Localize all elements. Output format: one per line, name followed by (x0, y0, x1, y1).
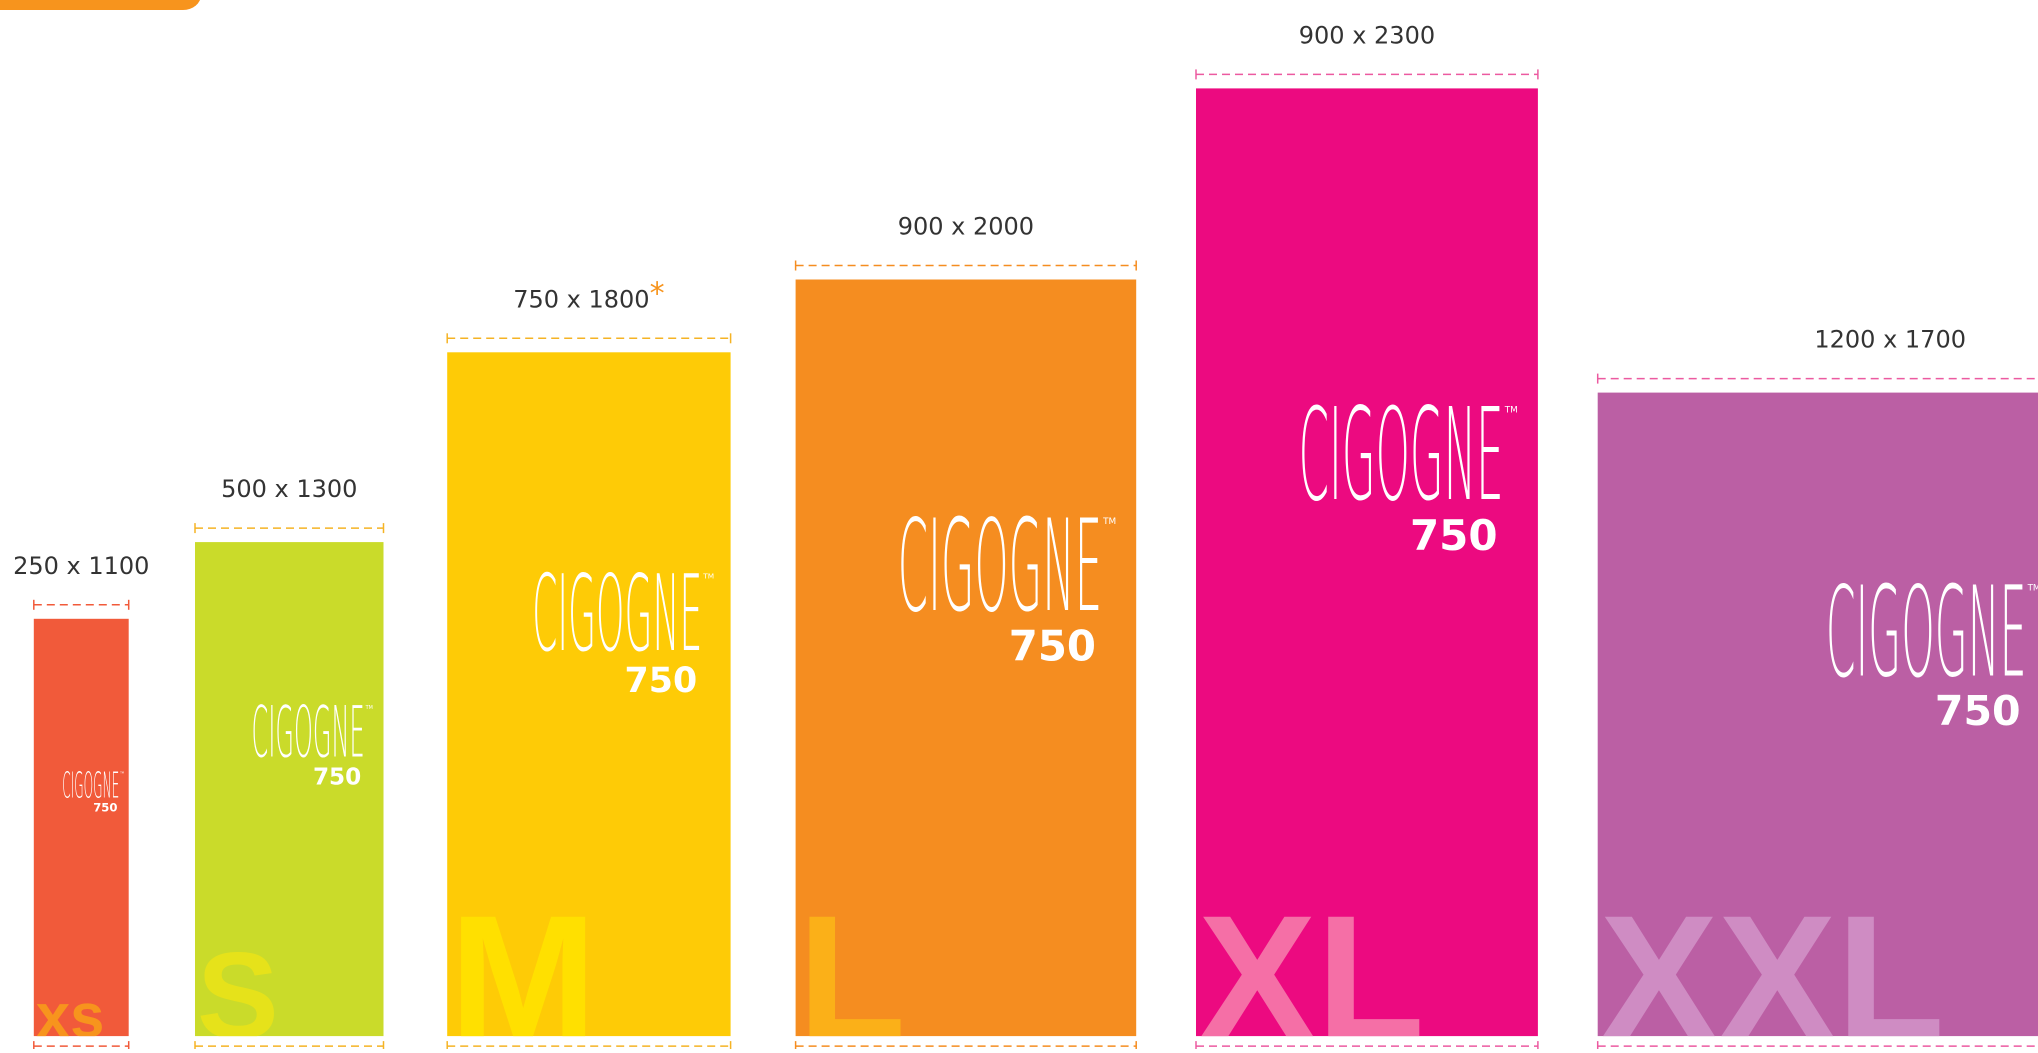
logo-model: 750 (625, 661, 698, 701)
logo-model: 750 (93, 801, 117, 815)
logo-model: 750 (1410, 511, 1498, 560)
logo-brand: CIGOGNE (252, 692, 365, 774)
dimension-label: 750 x 1800* (513, 276, 664, 313)
dimension-text: 1200 x 1700 (1814, 326, 1966, 354)
size-letter: L (798, 878, 906, 1049)
logo-model: 750 (313, 765, 361, 791)
dimension-text: 900 x 2300 (1299, 21, 1435, 49)
banner-group: 900 x 2000 L CIGOGNE TM 750 (794, 213, 1137, 1052)
dimension-text: 900 x 2000 (898, 213, 1034, 241)
logo-brand: CIGOGNE (62, 766, 119, 807)
banner (33, 618, 129, 1037)
size-letter: xs (36, 982, 105, 1049)
dimension-label: 900 x 2000 (898, 213, 1034, 241)
banner-group: 500 x 1300 S CIGOGNE TM 750 (194, 475, 385, 1052)
size-letter: XXL (1600, 878, 1945, 1049)
banner-group: 250 x 1100 xs CIGOGNE TM 750 (13, 552, 149, 1052)
corner-tab (0, 0, 200, 10)
logo-brand: CIGOGNE (1299, 381, 1504, 529)
dimension-label: 500 x 1300 (221, 475, 357, 503)
dimension-label: 900 x 2300 (1299, 21, 1435, 49)
logo-model: 750 (1935, 687, 2021, 735)
size-letter: S (197, 927, 279, 1049)
logo-brand: CIGOGNE (898, 492, 1102, 640)
dimension-text: 750 x 1800 (513, 285, 649, 313)
dimension-label: 250 x 1100 (13, 552, 149, 580)
size-letter: XL (1198, 878, 1425, 1049)
logo-tm: TM (2027, 584, 2038, 594)
banner (195, 542, 384, 1037)
logo-brand: CIGOGNE (1826, 560, 2027, 705)
note-marker: * (650, 276, 665, 311)
banner-group: 750 x 1800* M CIGOGNE TM 750 (446, 276, 732, 1052)
banner (795, 279, 1137, 1037)
logo-tm: TM (365, 705, 373, 711)
dimension-label: 1200 x 1700 (1814, 326, 1966, 354)
logo-tm: TM (702, 571, 714, 580)
dimension-text: 500 x 1300 (221, 475, 357, 503)
logo-brand: CIGOGNE (532, 552, 702, 675)
logo-model: 750 (1009, 622, 1096, 671)
banner (1597, 392, 2038, 1037)
dimension-text: 250 x 1100 (13, 552, 149, 580)
logo-tm: TM (1504, 406, 1518, 416)
banner-group: 1200 x 1700 XXL CIGOGNE TM 750 (1596, 326, 2038, 1052)
logo-tm: TM (120, 771, 124, 775)
logo-tm: TM (1102, 517, 1116, 527)
size-letter: M (449, 878, 597, 1049)
banner (1196, 88, 1538, 1037)
banner (447, 352, 731, 1037)
banner-group: 900 x 2300 XL CIGOGNE TM 750 (1195, 21, 1539, 1052)
